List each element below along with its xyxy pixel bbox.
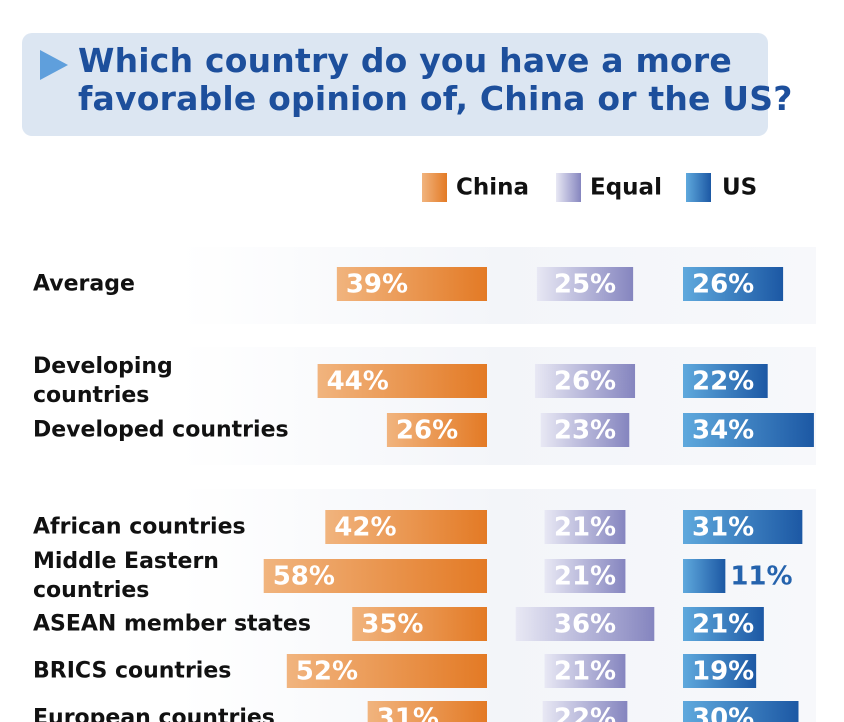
value-label: 44% [327, 367, 389, 397]
bar [386, 413, 487, 447]
chart-title: Which country do you have a more favorab… [78, 41, 793, 118]
value-label: 26% [554, 367, 616, 397]
bar [683, 267, 784, 301]
value-label: 58% [273, 562, 335, 592]
bar [544, 654, 626, 688]
value-label: 31% [692, 513, 754, 543]
value-label: 21% [554, 562, 616, 592]
bar [683, 510, 803, 544]
value-label: 36% [554, 610, 616, 640]
bar [534, 364, 636, 398]
title-box [22, 33, 768, 136]
bar [683, 364, 768, 398]
category-label: European countries [33, 705, 275, 722]
bar [544, 510, 626, 544]
value-label: 11% [730, 562, 792, 592]
value-label: 42% [334, 513, 396, 543]
bar [542, 701, 628, 722]
value-label: 22% [554, 704, 616, 722]
value-label: 26% [396, 416, 458, 446]
value-label: 21% [554, 513, 616, 543]
bar [325, 510, 487, 544]
value-label: 34% [692, 416, 754, 446]
bar [336, 267, 487, 301]
value-label: 22% [692, 367, 754, 397]
bar [536, 267, 634, 301]
legend-swatch [686, 173, 711, 202]
bar [683, 607, 764, 641]
bar [286, 654, 487, 688]
bar [683, 701, 799, 722]
value-label: 39% [346, 270, 408, 300]
bar [683, 413, 814, 447]
category-label: Middle Eastern countries [33, 549, 219, 603]
bar [515, 607, 655, 641]
category-label: Developing countries [33, 354, 173, 408]
value-label: 26% [692, 270, 754, 300]
value-label: 21% [692, 610, 754, 640]
category-label: Average [33, 271, 135, 297]
bar [683, 654, 757, 688]
title-arrow [40, 50, 68, 80]
bar [352, 607, 487, 641]
value-label: 52% [296, 657, 358, 687]
bar [683, 559, 726, 593]
category-label: BRICS countries [33, 658, 232, 684]
bar [317, 364, 487, 398]
bar [263, 559, 487, 593]
legend-label: US [722, 175, 757, 201]
legend-swatch [422, 173, 447, 202]
bar [540, 413, 630, 447]
bar [367, 701, 487, 722]
legend-swatch [556, 173, 581, 202]
legend-label: China [456, 175, 529, 201]
value-label: 25% [554, 270, 616, 300]
value-label: 21% [554, 657, 616, 687]
value-label: 23% [554, 416, 616, 446]
value-label: 19% [692, 657, 754, 687]
value-label: 30% [692, 704, 754, 722]
value-label: 31% [377, 704, 439, 722]
category-label: ASEAN member states [33, 611, 311, 637]
legend-label: Equal [590, 175, 662, 201]
value-label: 35% [361, 610, 423, 640]
category-label: African countries [33, 514, 246, 540]
bar [544, 559, 626, 593]
category-label: Developed countries [33, 417, 289, 443]
